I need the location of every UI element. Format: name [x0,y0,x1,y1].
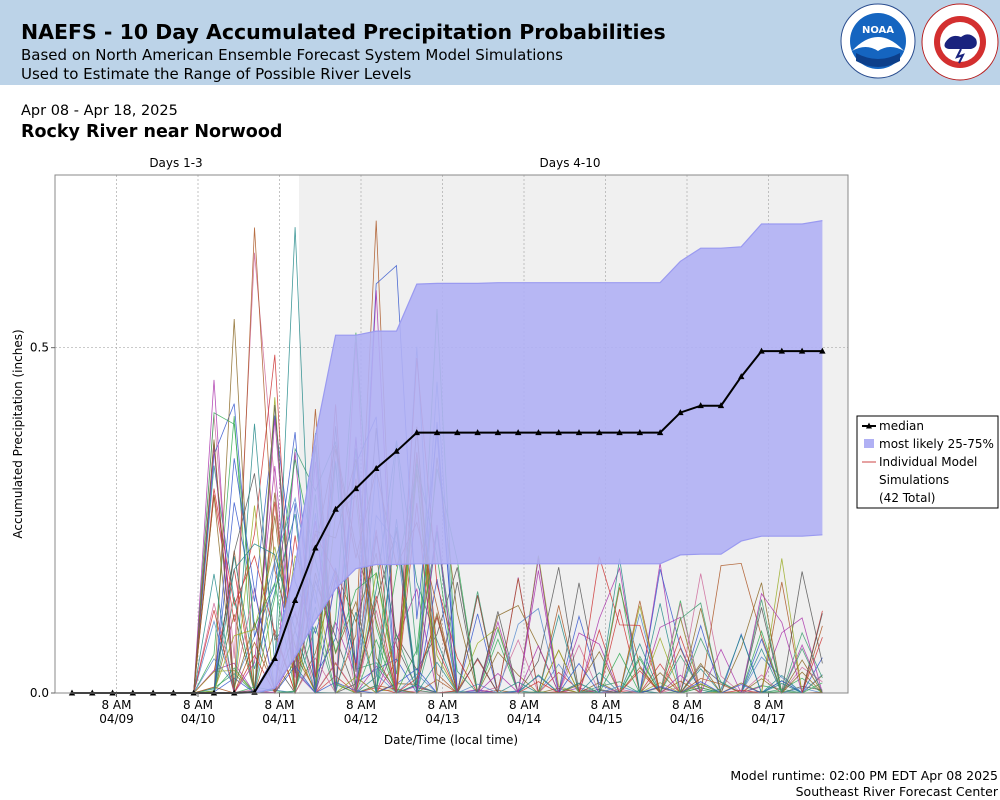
x-tick-label-time: 8 AM [753,698,783,712]
median-marker [291,596,299,603]
legend-band-label: most likely 25-75% [879,437,994,451]
median-marker [555,429,562,436]
median-marker [494,429,502,436]
x-axis-title: Date/Time (local time) [384,733,518,747]
median-marker [656,429,664,436]
page-subtitle-1: Based on North American Ensemble Forecas… [21,46,563,64]
median-marker [636,429,644,436]
x-tick-label-time: 8 AM [183,698,213,712]
x-tick-label-time: 8 AM [672,698,702,712]
median-marker [697,402,704,409]
likely-range-band [72,220,823,693]
median-marker [413,429,420,436]
x-tick-label-date: 04/14 [507,712,542,726]
nws-logo-icon [921,3,999,81]
legend-simulation-label-cont: Simulations [879,473,949,487]
median-marker [454,429,461,436]
median-marker [798,347,806,354]
median-marker [819,347,826,354]
x-tick-label-date: 04/17 [751,712,786,726]
legend-median-marker [866,422,872,429]
period-label-days-4-10: Days 4-10 [540,156,601,170]
noaa-logo-icon: NOAA [840,3,916,79]
median-marker [433,429,441,436]
x-tick-label-date: 04/11 [262,712,297,726]
x-tick-label-date: 04/12 [344,712,379,726]
legend-simulation-total: (42 Total) [879,491,935,505]
median-marker [596,429,603,436]
x-tick-label-time: 8 AM [101,698,131,712]
location-name: Rocky River near Norwood [21,122,283,142]
x-tick-label-date: 04/16 [670,712,705,726]
period-label-days-1-3: Days 1-3 [149,156,202,170]
median-marker [271,654,278,661]
x-tick-label-date: 04/13 [425,712,460,726]
x-tick-label-date: 04/15 [588,712,623,726]
plot-frame [54,174,849,694]
median-marker [758,347,765,354]
median-marker [717,402,725,409]
y-tick-label: 0.0 [30,686,49,700]
legend-box [856,415,999,509]
x-tick-label-time: 8 AM [346,698,376,712]
median-marker [575,429,583,436]
legend-band-swatch [864,439,874,448]
page-subtitle-2: Used to Estimate the Range of Possible R… [21,65,412,83]
median-marker [393,447,400,454]
noaa-logo-text: NOAA [862,25,894,36]
median-marker [535,429,542,436]
median-marker [677,409,684,416]
median-marker [474,429,481,436]
x-tick-label-date: 04/09 [99,712,134,726]
median-marker [352,485,360,492]
median-marker [373,465,380,472]
x-tick-label-time: 8 AM [264,698,294,712]
forecast-center: Southeast River Forecast Center [795,784,998,799]
header-banner: NAEFS - 10 Day Accumulated Precipitation… [0,0,1000,85]
median-marker [738,373,745,380]
x-tick-label-time: 8 AM [427,698,457,712]
x-tick-label-time: 8 AM [509,698,539,712]
legend-median-label: median [879,419,924,433]
median-marker [332,505,339,512]
date-range: Apr 08 - Apr 18, 2025 [21,103,178,119]
median-marker [514,429,522,436]
legend-simulation-label: Individual Model [879,455,977,469]
x-tick-label-time: 8 AM [590,698,620,712]
y-axis-title: Accumulated Precipitation (inches) [11,329,25,538]
page-title: NAEFS - 10 Day Accumulated Precipitation… [21,20,666,44]
x-tick-label-date: 04/10 [181,712,216,726]
median-marker [778,347,785,354]
median-marker [312,544,319,551]
y-tick-label: 0.5 [30,341,49,355]
median-marker [616,429,623,436]
model-runtime: Model runtime: 02:00 PM EDT Apr 08 2025 [730,768,998,783]
